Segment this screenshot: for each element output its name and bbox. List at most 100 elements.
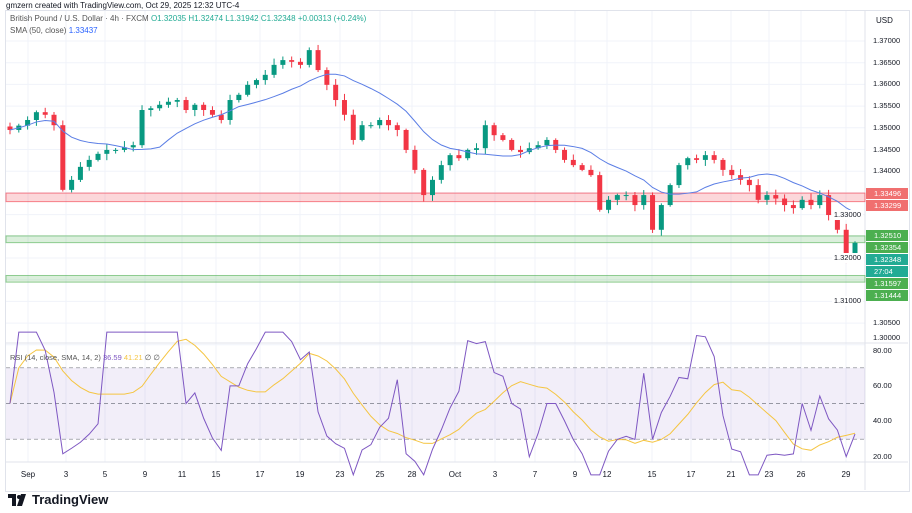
candle-body xyxy=(368,125,374,127)
candle-body xyxy=(447,155,453,166)
price-tick: 1.35000 xyxy=(873,122,901,132)
candle-body xyxy=(650,195,656,230)
candle-body xyxy=(597,175,603,210)
sma-value: 1.33437 xyxy=(68,26,98,35)
time-tick: 28 xyxy=(407,470,417,479)
candle-body xyxy=(306,50,312,65)
rsi-tick: 60.00 xyxy=(873,380,892,390)
sma-line xyxy=(9,73,856,214)
candle-body xyxy=(236,94,242,101)
price-tick: 1.34000 xyxy=(873,166,901,176)
currency-label[interactable]: USD xyxy=(876,16,893,25)
candle-body xyxy=(245,84,251,95)
price-tick: 1.37000 xyxy=(873,36,901,45)
time-tick: 5 xyxy=(102,470,108,479)
candle-body xyxy=(817,195,823,206)
price-tick: 1.34500 xyxy=(873,144,901,154)
symbol-legend[interactable]: British Pound / U.S. Dollar · 4h · FXCM … xyxy=(10,14,366,23)
candle-body xyxy=(632,195,638,206)
price-label: 1.32510 xyxy=(866,230,908,242)
rsi-value: 36.59 xyxy=(102,353,122,362)
change-value: +0.00313 (+0.24%) xyxy=(297,14,367,23)
price-label: 1.31597 xyxy=(866,278,908,290)
candle-body xyxy=(729,169,735,176)
candle-body xyxy=(588,169,594,176)
tradingview-logo-icon xyxy=(8,493,26,506)
candle-body xyxy=(438,165,444,180)
candle-body xyxy=(544,139,550,146)
candle-body xyxy=(491,125,497,136)
candle-body xyxy=(77,166,83,180)
candle-body xyxy=(227,100,233,120)
candle-body xyxy=(614,195,620,200)
time-tick: 19 xyxy=(295,470,305,479)
rsi-tick: 80.00 xyxy=(873,346,892,355)
candle-body xyxy=(808,199,814,206)
countdown-label: 27:04 xyxy=(866,266,908,278)
support-resistance-zone xyxy=(5,192,866,203)
candle-body xyxy=(518,149,524,153)
rsi-legend[interactable]: RSI (14, close, SMA, 14, 2) 36.59 41.21 … xyxy=(10,353,160,362)
sma-legend[interactable]: SMA (50, close) 1.33437 xyxy=(10,26,98,35)
candle-body xyxy=(7,126,13,130)
candle-body xyxy=(218,114,224,120)
candle-body xyxy=(350,114,356,140)
time-tick: 15 xyxy=(211,470,221,479)
price-label: 1.31444 xyxy=(866,290,908,302)
candle-body xyxy=(280,60,286,65)
time-tick: 23 xyxy=(764,470,774,479)
candle-body xyxy=(826,195,832,216)
candle-body xyxy=(341,100,347,115)
candle-body xyxy=(685,158,691,166)
rsi-tick: 40.00 xyxy=(873,416,892,426)
candle-body xyxy=(474,148,480,150)
candle-body xyxy=(694,158,700,160)
candle-body xyxy=(42,112,48,115)
price-tick: 1.35500 xyxy=(873,101,901,111)
rsi-label: RSI (14, close, SMA, 14, 2) xyxy=(10,353,101,362)
candle-body xyxy=(711,155,717,160)
candle-body xyxy=(253,80,259,85)
candle-body xyxy=(271,64,277,75)
candle-body xyxy=(51,114,57,126)
candle-body xyxy=(570,159,576,166)
time-tick: Sep xyxy=(20,470,36,479)
chart-frame xyxy=(5,10,910,492)
price-label: 1.33299 xyxy=(866,199,908,211)
candle-body xyxy=(394,125,400,130)
candle-body xyxy=(377,119,383,126)
candle-body xyxy=(641,195,647,206)
candle-body xyxy=(201,104,207,111)
high-value: H1.32474 xyxy=(188,14,224,23)
candle-body xyxy=(25,119,31,126)
candle-body xyxy=(667,185,673,206)
candle-body xyxy=(33,112,39,120)
candle-body xyxy=(324,70,330,85)
candle-body xyxy=(209,110,215,115)
candle-body xyxy=(790,205,796,209)
symbol-name: British Pound / U.S. Dollar · 4h · FXCM xyxy=(10,14,149,23)
candle-body xyxy=(139,110,145,146)
candle-body xyxy=(113,149,119,151)
time-tick: 9 xyxy=(142,470,148,479)
time-tick: 21 xyxy=(726,470,736,479)
time-tick: 3 xyxy=(63,470,69,479)
candle-body xyxy=(720,159,726,170)
time-tick: 29 xyxy=(841,470,851,479)
candle-body xyxy=(465,149,471,159)
price-tick: 1.32000 xyxy=(831,253,863,263)
time-tick: 9 xyxy=(572,470,578,479)
candle-body xyxy=(104,149,110,154)
candle-body xyxy=(606,199,612,210)
candle-body xyxy=(315,50,321,71)
candle-body xyxy=(535,145,541,149)
candle-body xyxy=(782,198,788,206)
time-tick: 23 xyxy=(335,470,345,479)
candle-body xyxy=(623,195,629,197)
candle-body xyxy=(289,60,295,62)
tradingview-logo[interactable]: TradingView xyxy=(8,492,108,507)
candle-body xyxy=(676,165,682,186)
candle-body xyxy=(456,155,462,159)
candle-body xyxy=(148,108,154,111)
